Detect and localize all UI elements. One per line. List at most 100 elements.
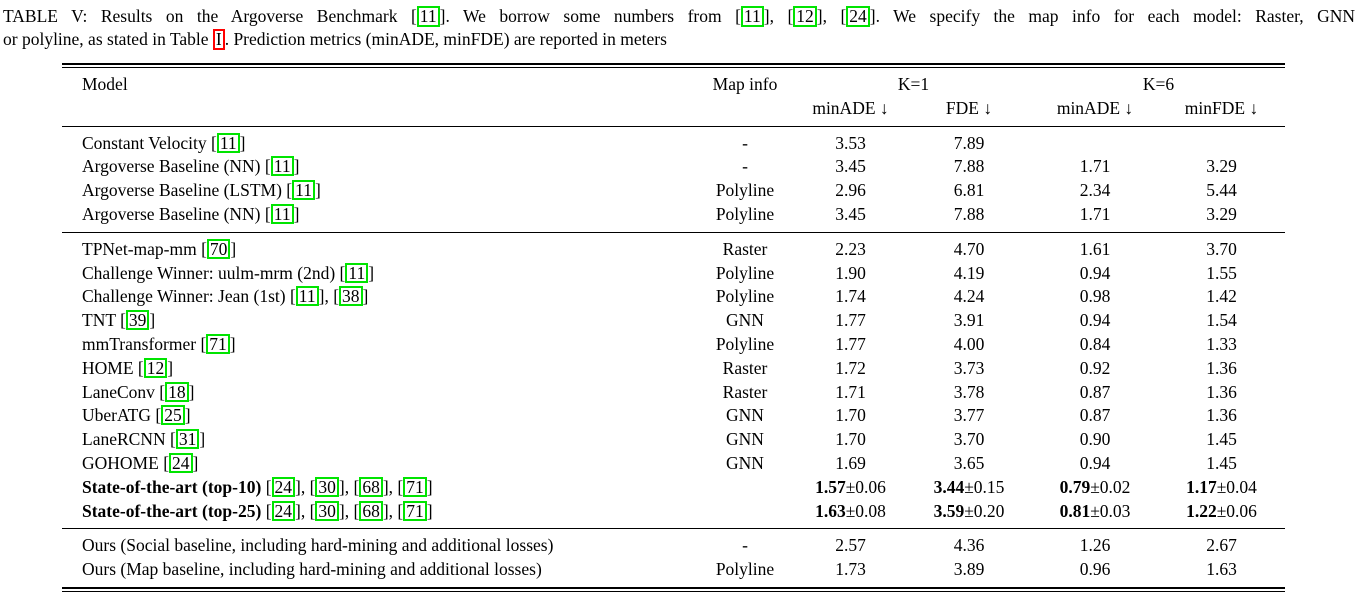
citation-link[interactable]: 68	[359, 476, 383, 497]
citation-link[interactable]: 38	[339, 286, 363, 307]
citation-link[interactable]: 30	[315, 476, 339, 497]
metric-cell: 3.45	[795, 203, 906, 232]
table-header: Model Map info K=1 K=6 minADE ↓ FDE ↓ mi…	[62, 68, 1285, 127]
metric-value: 1.90	[835, 262, 866, 283]
citation-link[interactable]: 39	[125, 310, 150, 331]
metric-cell: 7.88	[906, 203, 1032, 232]
metric-value: 1.72	[835, 357, 866, 378]
citation-link[interactable]: 24	[169, 452, 193, 473]
metric-value: 1.42	[1206, 286, 1237, 307]
metric-cell: 0.79±0.02	[1032, 476, 1158, 500]
metric-cell: 2.67	[1158, 529, 1285, 558]
metric-cell: 2.23	[795, 232, 906, 261]
citation-link[interactable]: 11	[270, 156, 294, 177]
metric-cell: 1.61	[1032, 232, 1158, 261]
model-name: HOME	[82, 357, 134, 378]
citation-link[interactable]: 71	[206, 333, 230, 354]
table-caption: TABLE V: Results on the Argoverse Benchm…	[0, 0, 1358, 51]
model-name: Ours (Map baseline, including hard-minin…	[82, 559, 542, 580]
table-row: HOME [12] Raster 1.72 3.73 0.92 1.36	[62, 357, 1285, 381]
table-row: LaneRCNN [31] GNN 1.70 3.70 0.90 1.45	[62, 428, 1285, 452]
metric-cell: 7.89	[906, 126, 1032, 155]
map-info-cell: GNN	[726, 310, 764, 331]
table-row: State-of-the-art (top-10) [24], [30], [6…	[62, 476, 1285, 500]
citation-link[interactable]: 68	[359, 500, 383, 521]
metric-value: 3.45	[835, 156, 866, 177]
metric-uncertainty: ±0.08	[845, 500, 886, 521]
metric-value: 7.88	[953, 156, 985, 177]
citation-link[interactable]: 11	[740, 6, 764, 27]
metric-value: 1.36	[1206, 381, 1237, 402]
metric-uncertainty: ±0.15	[964, 476, 1005, 497]
results-table: Model Map info K=1 K=6 minADE ↓ FDE ↓ mi…	[62, 67, 1285, 589]
table-row: Constant Velocity [11] - 3.53 7.89	[62, 126, 1285, 155]
metric-cell: 3.91	[906, 309, 1032, 333]
metric-cell: 0.87	[1032, 404, 1158, 428]
citation-link[interactable]: 12	[143, 357, 168, 378]
citation-link[interactable]: 11	[416, 6, 440, 27]
table-reference-link[interactable]: I	[212, 29, 225, 50]
table-row: Argoverse Baseline (NN) [11] - 3.45 7.88 1.7…	[62, 155, 1285, 179]
model-cell: TNT [39]	[82, 310, 156, 331]
metric-value: 3.89	[953, 559, 985, 580]
metric-cell: 3.44±0.15	[906, 476, 1032, 500]
citation-link[interactable]: 11	[270, 203, 294, 224]
map-info-cell: -	[742, 156, 748, 177]
metric-value: 1.61	[1079, 238, 1111, 259]
caption-line-1: TABLE V: Results on the Argoverse Benchm…	[3, 6, 1355, 27]
citation-link[interactable]: 31	[175, 429, 200, 450]
metric-cell: 1.69	[795, 452, 906, 476]
metric-cell: 1.77	[795, 333, 906, 357]
metric-value: 3.29	[1206, 203, 1237, 224]
metric-value: 7.89	[953, 132, 985, 153]
table-row: Challenge Winner: uulm-mrm (2nd) [11] Pol…	[62, 262, 1285, 286]
metric-value: 3.65	[953, 452, 985, 473]
citation-link[interactable]: 25	[161, 405, 185, 426]
metric-value: 3.91	[953, 310, 985, 331]
metric-value: 1.36	[1206, 405, 1237, 426]
metric-value: 0.81	[1059, 500, 1091, 521]
metric-value: 1.69	[835, 452, 866, 473]
model-cell: HOME [12]	[82, 357, 174, 378]
metric-value: 1.71	[1079, 203, 1111, 224]
citation-link[interactable]: 70	[206, 238, 231, 259]
citation-link[interactable]: 24	[271, 476, 296, 497]
table-row: GOHOME [24] GNN 1.69 3.65 0.94 1.45	[62, 452, 1285, 476]
metric-uncertainty: ±0.06	[845, 476, 886, 497]
metric-cell: 3.29	[1158, 155, 1285, 179]
metric-cell: 3.65	[906, 452, 1032, 476]
map-info-cell	[695, 476, 795, 500]
metric-value: 1.73	[835, 559, 866, 580]
citation-link[interactable]: 30	[315, 500, 339, 521]
model-cell: Challenge Winner: Jean (1st) [11], [38]	[82, 286, 369, 307]
table-row: Argoverse Baseline (LSTM) [11] Polyline 2.…	[62, 179, 1285, 203]
citation-link[interactable]: 11	[216, 132, 240, 153]
map-info-cell: GNN	[726, 405, 764, 426]
citation-link[interactable]: 11	[292, 180, 315, 201]
model-name: State-of-the-art (top-25)	[82, 500, 262, 521]
model-cell: Argoverse Baseline (NN) [11]	[82, 203, 300, 224]
metric-cell: 0.98	[1032, 285, 1158, 309]
table-row: Ours (Map baseline, including hard-minin…	[62, 558, 1285, 588]
metric-cell: 1.63	[1158, 558, 1285, 588]
metric-value: 1.45	[1206, 429, 1237, 450]
metric-cell: 1.22±0.06	[1158, 500, 1285, 529]
citation-link[interactable]: 11	[295, 286, 319, 307]
citation-link[interactable]: 71	[403, 500, 427, 521]
map-info-cell: Polyline	[715, 262, 775, 283]
metric-cell: 1.77	[795, 309, 906, 333]
model-name: UberATG	[82, 405, 152, 426]
model-cell: LaneConv [18]	[82, 381, 195, 402]
citation-link[interactable]: 11	[345, 262, 369, 283]
metric-value: 1.54	[1206, 310, 1237, 331]
citation-link[interactable]: 12	[793, 6, 817, 27]
metric-cell: 1.36	[1158, 357, 1285, 381]
citation-link[interactable]: 24	[846, 6, 870, 27]
metric-value: 0.94	[1079, 262, 1111, 283]
citation-link[interactable]: 18	[165, 381, 189, 402]
citation-link[interactable]: 71	[403, 476, 427, 497]
metric-cell: 1.71	[795, 381, 906, 405]
citation-link[interactable]: 24	[271, 500, 296, 521]
metric-value: 1.63	[1206, 559, 1237, 580]
col-header-model: Model	[82, 74, 128, 94]
